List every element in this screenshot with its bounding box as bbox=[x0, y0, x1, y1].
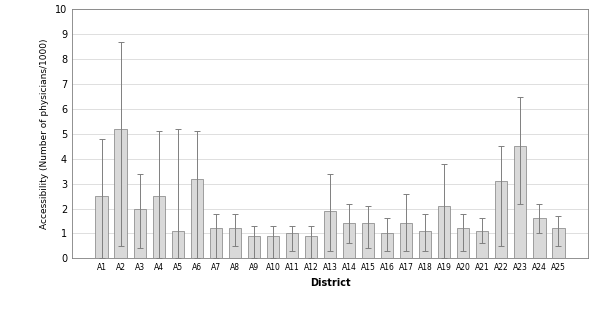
Bar bbox=[343, 223, 355, 258]
Bar bbox=[457, 228, 469, 258]
Bar bbox=[229, 228, 241, 258]
Bar bbox=[152, 196, 165, 258]
X-axis label: District: District bbox=[310, 278, 350, 288]
Bar bbox=[286, 233, 298, 258]
Bar bbox=[172, 231, 184, 258]
Bar bbox=[552, 228, 565, 258]
Bar bbox=[134, 209, 146, 258]
Bar bbox=[400, 223, 412, 258]
Bar bbox=[324, 211, 336, 258]
Bar bbox=[362, 223, 374, 258]
Bar bbox=[248, 236, 260, 258]
Bar bbox=[305, 236, 317, 258]
Bar bbox=[495, 181, 508, 258]
Bar bbox=[533, 219, 545, 258]
Bar bbox=[191, 179, 203, 258]
Bar bbox=[95, 196, 108, 258]
Bar bbox=[476, 231, 488, 258]
Bar bbox=[514, 146, 526, 258]
Bar bbox=[438, 206, 451, 258]
Bar bbox=[115, 129, 127, 258]
Y-axis label: Accessibility (Number of physicians/1000): Accessibility (Number of physicians/1000… bbox=[40, 39, 49, 229]
Bar bbox=[209, 228, 222, 258]
Bar bbox=[419, 231, 431, 258]
Bar bbox=[381, 233, 393, 258]
Bar bbox=[267, 236, 279, 258]
